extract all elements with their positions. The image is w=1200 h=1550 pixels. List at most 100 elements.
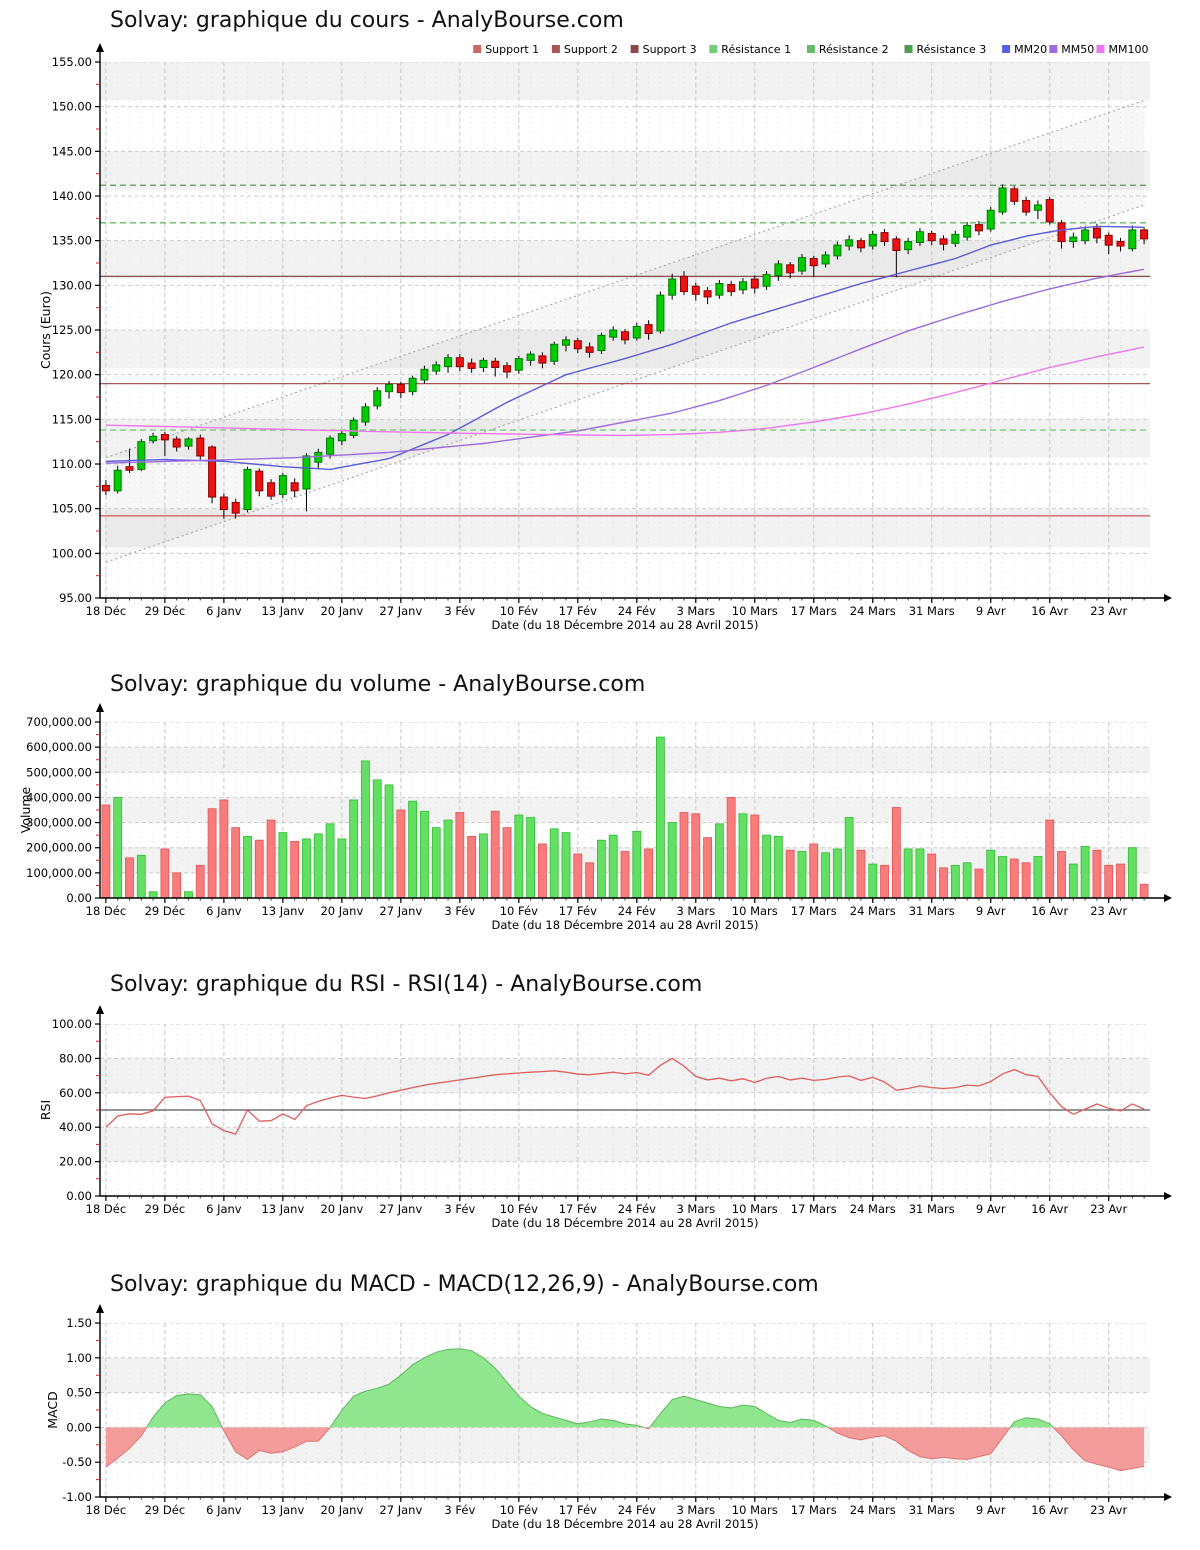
volume-bar [903,848,913,898]
candle [856,240,865,249]
candle [290,482,299,492]
legend-label: MM20 [1014,43,1047,56]
candle [762,274,771,287]
legend-swatch-icon [709,45,718,53]
volume-bar [538,843,547,898]
volume-bar [113,797,123,898]
volume-bar [927,853,937,898]
candle [738,281,747,291]
svg-text:18 Déc: 18 Déc [86,904,127,918]
svg-text:Date (du 18 Décembre 2014 au 2: Date (du 18 Décembre 2014 au 28 Avril 20… [492,918,759,932]
macd-line-positive [145,1348,1054,1428]
macd-line-negative [105,1427,1145,1472]
volume-bar [420,810,429,898]
volume-bar [325,823,335,898]
volume-bar [243,835,252,898]
svg-text:29 Déc: 29 Déc [145,604,186,618]
volume-bar [1139,883,1149,898]
candle [915,231,924,243]
candle [621,331,629,341]
svg-text:17 Fév: 17 Fév [559,904,597,918]
svg-text:3 Fév: 3 Fév [444,604,475,618]
svg-text:24 Mars: 24 Mars [850,1503,896,1517]
svg-text:100.00: 100.00 [52,546,92,560]
volume-bar [1045,819,1055,898]
volume-bar [974,868,984,898]
candle [408,377,417,393]
y-axis-arrow-icon [96,1304,104,1313]
price-chart-legend: Support 1 Support 2 Support 3 Résistance 1 R… [473,43,1148,56]
svg-text:27 Janv: 27 Janv [379,1202,422,1216]
legend-label: MM100 [1109,43,1149,56]
volume-bar [302,838,311,898]
svg-text:29 Déc: 29 Déc [145,1202,186,1216]
svg-text:150.00: 150.00 [52,100,92,114]
volume-axes: 0.00 100,000.00 200,000.00 300,000.00 400,00… [18,703,1172,932]
volume-bar [1080,846,1090,898]
svg-text:155.00: 155.00 [52,55,92,69]
candle [538,355,547,364]
svg-text:60.00: 60.00 [59,1086,92,1100]
volume-bar [821,852,830,898]
volume-bar [396,809,406,898]
volume-bars [101,736,1149,898]
svg-text:-0.50: -0.50 [62,1455,92,1469]
candle [868,233,877,247]
candle [1069,236,1078,243]
candle [656,294,665,332]
candle [514,358,523,371]
volume-bar [915,848,925,898]
candle [1010,188,1019,202]
volume-bar [797,851,807,898]
candle [679,275,688,293]
svg-text:700,000.00: 700,000.00 [26,715,92,729]
svg-text:10 Mars: 10 Mars [732,1202,778,1216]
volume-bar [361,760,370,898]
volume-bar [1116,863,1125,898]
volume-bar [195,864,205,898]
legend-label: Support 1 [485,43,539,56]
svg-text:40.00: 40.00 [59,1120,92,1134]
candle [432,364,441,372]
candle [385,383,394,393]
candle [396,383,405,394]
volume-bar [998,856,1007,898]
candle [750,278,759,289]
price-chart-title: Solvay: graphique du cours - AnalyBourse… [110,8,624,33]
volume-bar [1068,863,1078,898]
candle [797,257,806,272]
candle [786,264,795,274]
volume-bar [1009,858,1019,898]
volume-bar [160,848,170,898]
svg-text:3 Mars: 3 Mars [676,1503,715,1517]
svg-text:3 Fév: 3 Fév [444,904,475,918]
svg-text:13 Janv: 13 Janv [261,604,304,618]
volume-bar [620,851,630,898]
candle [113,469,122,492]
volume-bar [337,838,347,898]
x-axis-arrow-icon [1164,594,1172,602]
candle [951,233,960,244]
svg-text:17 Fév: 17 Fév [559,1503,597,1517]
svg-text:27 Janv: 27 Janv [379,904,422,918]
y-axis-arrow-icon [96,1005,104,1014]
volume-bar [655,736,665,898]
candle [184,438,193,447]
svg-text:17 Fév: 17 Fév [559,1202,597,1216]
volume-bar [184,891,193,898]
candle [998,187,1007,213]
volume-bar [1033,856,1043,898]
svg-text:9 Avr: 9 Avr [976,904,1006,918]
macd-positive-area [105,1348,1145,1428]
candle [361,406,370,423]
volume-bar [1092,849,1102,898]
macd-plot-area [100,1323,1150,1497]
svg-text:1.00: 1.00 [66,1351,92,1365]
svg-text:140.00: 140.00 [52,189,92,203]
svg-text:24 Fév: 24 Fév [618,1202,656,1216]
candle [373,390,382,407]
volume-bar [573,853,583,898]
legend-label: Résistance 1 [721,43,791,56]
svg-text:27 Janv: 27 Janv [379,1503,422,1517]
svg-text:10 Mars: 10 Mars [732,904,778,918]
